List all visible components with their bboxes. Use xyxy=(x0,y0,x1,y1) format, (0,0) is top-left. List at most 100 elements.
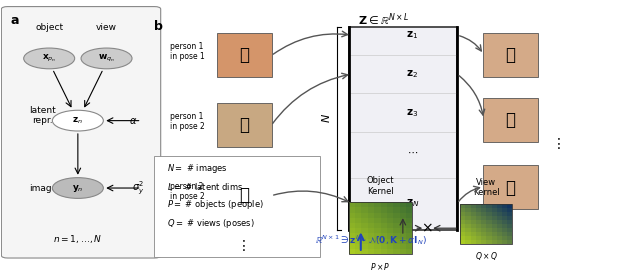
Bar xyxy=(460,224,465,228)
Bar xyxy=(399,223,406,228)
Text: $N$: $N$ xyxy=(321,113,332,123)
Bar xyxy=(406,244,412,249)
Bar xyxy=(355,218,362,223)
Bar xyxy=(476,207,481,212)
Bar xyxy=(355,213,362,218)
Bar xyxy=(399,239,406,244)
Bar xyxy=(387,218,394,223)
Bar xyxy=(362,207,368,213)
Text: $\mathbf{z}_3$: $\mathbf{z}_3$ xyxy=(406,107,419,119)
Bar xyxy=(508,240,513,244)
Bar xyxy=(349,27,373,230)
Bar xyxy=(508,207,513,212)
Bar xyxy=(381,239,387,244)
Bar xyxy=(497,212,502,216)
Text: $\mathbf{y}_{n}$: $\mathbf{y}_{n}$ xyxy=(72,183,84,194)
Bar xyxy=(394,202,399,207)
Bar xyxy=(492,212,497,216)
Bar xyxy=(368,207,374,213)
Bar xyxy=(355,233,362,239)
Text: b: b xyxy=(154,20,163,32)
Bar xyxy=(460,220,465,224)
FancyBboxPatch shape xyxy=(217,173,271,217)
Text: $\cdots$: $\cdots$ xyxy=(407,147,418,157)
Bar xyxy=(368,244,374,249)
Bar xyxy=(492,220,497,224)
Text: view: view xyxy=(96,23,117,32)
Bar xyxy=(374,233,381,239)
Bar xyxy=(349,27,457,230)
Bar xyxy=(394,239,399,244)
Text: $\sigma_y^2$: $\sigma_y^2$ xyxy=(132,179,144,197)
Bar xyxy=(481,236,486,240)
Bar xyxy=(368,233,374,239)
Bar xyxy=(470,232,476,236)
Bar xyxy=(476,232,481,236)
Bar xyxy=(481,228,486,232)
Bar xyxy=(502,204,508,207)
Bar xyxy=(368,213,374,218)
FancyBboxPatch shape xyxy=(483,98,538,142)
Bar xyxy=(502,224,508,228)
Bar xyxy=(381,228,387,233)
Text: person 2
in pose 2: person 2 in pose 2 xyxy=(170,182,205,201)
Text: 👤: 👤 xyxy=(239,46,249,64)
Circle shape xyxy=(52,178,103,198)
Bar xyxy=(486,212,492,216)
Text: $\mathbf{z}_{n}$: $\mathbf{z}_{n}$ xyxy=(72,115,83,126)
Text: $\mathbf{z}_1$: $\mathbf{z}_1$ xyxy=(406,29,419,41)
Bar xyxy=(481,232,486,236)
Bar xyxy=(486,220,492,224)
Bar xyxy=(481,224,486,228)
Bar xyxy=(394,244,399,249)
Bar xyxy=(394,213,399,218)
Text: Object
Kernel: Object Kernel xyxy=(367,176,394,196)
Bar xyxy=(368,249,374,254)
Bar xyxy=(381,218,387,223)
Bar xyxy=(465,212,470,216)
Bar xyxy=(362,249,368,254)
Bar xyxy=(374,244,381,249)
Text: $\times$: $\times$ xyxy=(421,221,433,235)
Bar xyxy=(349,239,355,244)
Bar xyxy=(399,249,406,254)
Bar xyxy=(492,207,497,212)
Text: $\vdots$: $\vdots$ xyxy=(551,136,561,152)
Bar xyxy=(460,232,465,236)
Bar xyxy=(394,207,399,213)
Bar xyxy=(486,236,492,240)
Bar xyxy=(492,232,497,236)
Bar xyxy=(374,202,381,207)
Text: 👤: 👤 xyxy=(506,179,516,197)
Bar xyxy=(381,207,387,213)
Bar xyxy=(387,223,394,228)
Bar xyxy=(355,239,362,244)
Bar xyxy=(481,240,486,244)
Bar xyxy=(492,224,497,228)
Bar xyxy=(476,216,481,220)
Bar xyxy=(508,236,513,240)
Bar xyxy=(349,202,412,254)
Text: $\mathbf{z}_N$: $\mathbf{z}_N$ xyxy=(406,198,419,209)
Bar xyxy=(355,249,362,254)
Bar xyxy=(355,223,362,228)
Bar xyxy=(387,239,394,244)
Bar xyxy=(355,207,362,213)
Bar xyxy=(406,249,412,254)
Bar xyxy=(349,249,355,254)
Bar xyxy=(362,244,368,249)
Bar xyxy=(368,239,374,244)
Bar xyxy=(460,204,513,244)
Bar xyxy=(349,244,355,249)
Bar xyxy=(349,218,355,223)
Text: object: object xyxy=(35,23,63,32)
Bar xyxy=(381,202,387,207)
Bar xyxy=(387,244,394,249)
Bar xyxy=(470,228,476,232)
Bar xyxy=(502,207,508,212)
Bar xyxy=(465,236,470,240)
Text: 👤: 👤 xyxy=(506,46,516,64)
Bar xyxy=(460,236,465,240)
Bar xyxy=(481,207,486,212)
Bar xyxy=(465,224,470,228)
